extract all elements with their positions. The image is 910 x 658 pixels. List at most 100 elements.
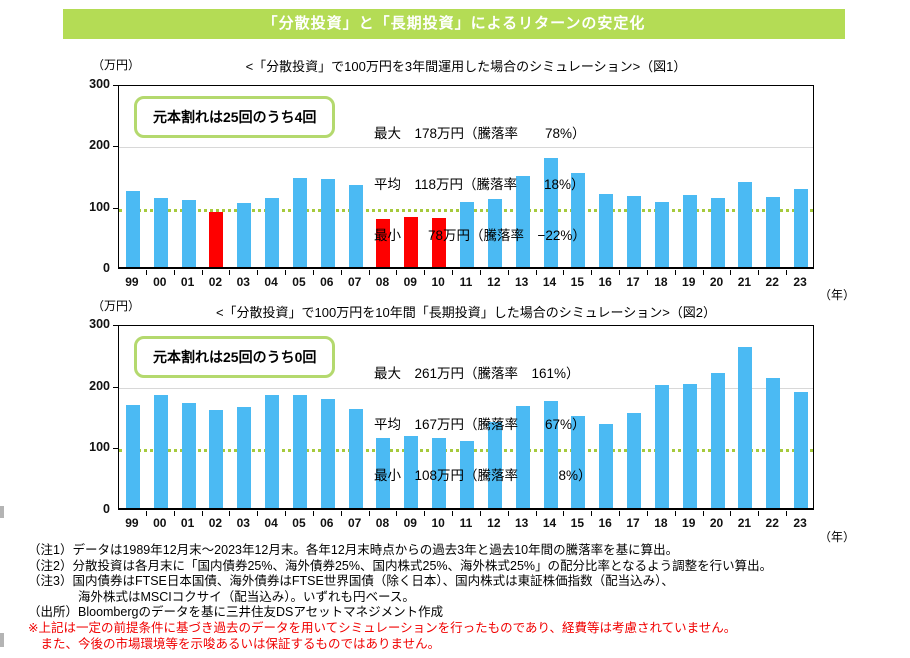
stats-avg: 平均 118万円（騰落率 18%）	[374, 177, 585, 192]
x-tick-label: 11	[459, 516, 473, 530]
footnote-line: 海外株式はMSCIコクサイ（配当込み）。いずれも円ベース。	[28, 589, 415, 604]
y-tick-label: 0	[103, 261, 110, 275]
bar-07	[348, 408, 363, 508]
x-tick	[312, 270, 314, 275]
stats-block: 最大 261万円（騰落率 161%） 平均 167万円（騰落率 67%） 最小 …	[374, 331, 592, 518]
bar-00	[153, 394, 168, 508]
x-tick-label: 22	[765, 275, 779, 289]
x-tick	[535, 511, 537, 516]
x-tick	[285, 270, 287, 275]
stats-block: 最大 178万円（騰落率 78%） 平均 118万円（騰落率 18%） 最小 7…	[374, 91, 586, 278]
x-tick-label: 20	[709, 516, 724, 530]
x-tick	[507, 511, 509, 516]
bar-17	[627, 195, 642, 267]
x-tick	[173, 511, 175, 516]
x-tick-label: 17	[626, 275, 640, 289]
bar-04	[265, 395, 280, 508]
x-tick-label: 18	[654, 275, 668, 289]
edge-artifact	[0, 633, 4, 647]
stats-min: 最小 108万円（騰落率 8%）	[374, 468, 592, 483]
x-tick-label: 17	[626, 516, 640, 530]
x-tick-label: 09	[403, 516, 417, 530]
x-tick-label: 05	[292, 275, 306, 289]
x-tick-label: 04	[264, 516, 278, 530]
x-tick	[646, 270, 648, 275]
x-tick	[758, 511, 760, 516]
bar-22	[766, 377, 781, 508]
x-tick	[619, 270, 621, 275]
bar-99	[125, 190, 140, 267]
x-tick-label: 11	[459, 275, 473, 289]
stats-avg: 平均 167万円（騰落率 67%）	[374, 417, 586, 432]
bar-02	[209, 211, 224, 267]
bar-01	[181, 403, 196, 508]
x-tick	[479, 270, 481, 275]
x-tick-label: 07	[347, 516, 362, 530]
x-tick-label: 03	[236, 516, 250, 530]
footnote-disclaimer: ※上記は一定の前提条件に基づき過去のデータを用いてシミュレーションを行ったもので…	[28, 620, 737, 635]
x-tick	[424, 511, 426, 516]
y-tick-label: 100	[89, 440, 110, 455]
x-tick	[674, 511, 676, 516]
y-tick-label: 300	[89, 77, 110, 91]
y-axis-unit-label: （万円）	[92, 299, 141, 313]
y-tick-label: 300	[89, 317, 110, 331]
x-tick-label: 18	[654, 516, 668, 530]
x-tick-label: 19	[682, 275, 696, 289]
footnote-line: （注1）データは1989年12月末～2023年12月末。各年12月末時点からの過…	[28, 543, 679, 557]
bar-01	[181, 199, 196, 267]
x-tick-label: 00	[153, 516, 167, 530]
x-tick-label: 12	[487, 516, 501, 530]
x-tick	[396, 270, 398, 275]
bar-09	[404, 436, 419, 508]
x-tick-label: 15	[570, 275, 585, 289]
x-tick-label: 21	[737, 275, 752, 289]
x-tick	[591, 511, 593, 516]
x-tick	[368, 270, 370, 275]
x-tick-label: 00	[153, 275, 167, 289]
x-tick-label: 23	[793, 275, 807, 289]
x-tick	[340, 511, 342, 516]
x-tick-label: 14	[542, 275, 557, 289]
bar-05	[292, 395, 307, 508]
x-tick	[479, 511, 481, 516]
x-axis-unit-label: （年）	[819, 288, 856, 302]
footnote-disclaimer: また、今後の市場環境等を示唆あるいは保証するものではありません。	[28, 636, 441, 651]
x-tick-label: 08	[375, 516, 390, 530]
bar-20	[710, 197, 725, 267]
bar-99	[125, 405, 140, 508]
x-tick	[507, 270, 509, 275]
x-tick	[201, 511, 203, 516]
x-tick	[563, 270, 565, 275]
x-tick	[145, 511, 147, 516]
x-tick	[563, 511, 565, 516]
x-tick	[786, 511, 788, 516]
x-axis: 99 00 01 02 03 04 05 06 07 08 09 10 11 12 13 14 15 16 17 18…	[118, 270, 814, 293]
x-tick	[758, 270, 760, 275]
bar-17	[627, 413, 642, 508]
x-tick-label: 07	[347, 275, 362, 289]
x-tick-label: 99	[125, 275, 139, 289]
y-tick-label: 200	[89, 378, 110, 393]
bar-21	[738, 182, 753, 267]
bar-03	[237, 203, 252, 267]
bar-08	[376, 219, 391, 267]
principal-loss-notebox: 元本割れは25回のうち4回	[134, 96, 336, 138]
x-tick-label: 14	[542, 516, 557, 530]
x-tick	[619, 511, 621, 516]
bar-20	[710, 372, 725, 508]
bar-10	[432, 437, 447, 508]
bar-12	[487, 422, 502, 508]
x-tick-label: 09	[403, 275, 417, 289]
footnote-line: （注3）国内債券はFTSE日本国債、海外債券はFTSE世界国債（除く日本）、国内…	[28, 574, 674, 589]
plot-area	[118, 85, 814, 269]
y-tick	[113, 146, 118, 148]
bar-07	[348, 185, 363, 267]
x-tick	[340, 270, 342, 275]
bar-03	[237, 407, 252, 508]
x-tick	[257, 270, 259, 275]
x-tick-label: 16	[598, 516, 612, 530]
principal-loss-notebox: 元本割れは25回のうち0回	[134, 336, 336, 378]
bar-19	[682, 195, 697, 267]
x-tick	[257, 511, 259, 516]
